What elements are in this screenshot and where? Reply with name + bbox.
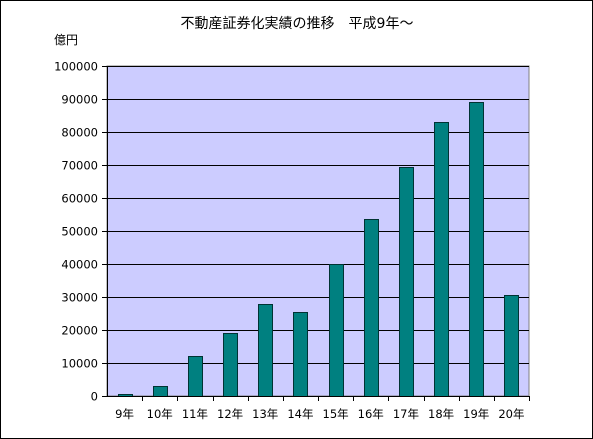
y-tick-label: 30000 xyxy=(61,291,98,305)
y-tick-label: 80000 xyxy=(61,126,98,140)
y-tick-label: 0 xyxy=(91,390,98,404)
y-tick-label: 100000 xyxy=(54,60,98,74)
x-tick-label: 9年 xyxy=(115,407,134,421)
bar-6 xyxy=(293,312,308,397)
bar-7 xyxy=(329,264,344,397)
x-tick-label: 17年 xyxy=(393,407,419,421)
chart-title: 不動産証券化実績の推移 平成9年～ xyxy=(181,16,414,32)
x-tick-label: 14年 xyxy=(287,407,313,421)
y-tick-label: 20000 xyxy=(61,324,98,338)
x-tick-label: 12年 xyxy=(217,407,243,421)
bar-8 xyxy=(364,219,379,397)
x-tick-label: 15年 xyxy=(323,407,349,421)
x-tick-label: 11年 xyxy=(182,407,208,421)
bar-10 xyxy=(434,122,449,397)
y-tick-label: 10000 xyxy=(61,357,98,371)
y-axis-unit-label: 億円 xyxy=(54,33,78,47)
y-tick-label: 60000 xyxy=(61,192,98,206)
bar-12 xyxy=(504,295,519,397)
bar-11 xyxy=(469,102,484,397)
x-tick-label: 19年 xyxy=(463,407,489,421)
x-tick-label: 13年 xyxy=(252,407,278,421)
bar-4 xyxy=(223,333,238,397)
y-tick-label: 40000 xyxy=(61,258,98,272)
y-tick-labels: 0 10000 20000 30000 40000 50000 60000 70000 8000… xyxy=(54,60,98,404)
bar-9 xyxy=(399,167,414,397)
x-tick-label: 16年 xyxy=(358,407,384,421)
bars xyxy=(118,102,530,401)
bar-3 xyxy=(188,356,203,397)
y-tick-label: 50000 xyxy=(61,225,98,239)
y-tick-label: 70000 xyxy=(61,159,98,173)
bar-5 xyxy=(258,304,273,397)
x-tick-label: 10年 xyxy=(147,407,173,421)
x-tick-label: 18年 xyxy=(428,407,454,421)
x-tick-labels: 9年 10年 11年 12年 13年 14年 15年 16年 17年 18年 19年 20年 xyxy=(115,407,524,421)
gridlines xyxy=(102,66,529,397)
x-tick-label: 20年 xyxy=(498,407,524,421)
y-tick-label: 90000 xyxy=(61,93,98,107)
bar-2 xyxy=(153,386,168,397)
